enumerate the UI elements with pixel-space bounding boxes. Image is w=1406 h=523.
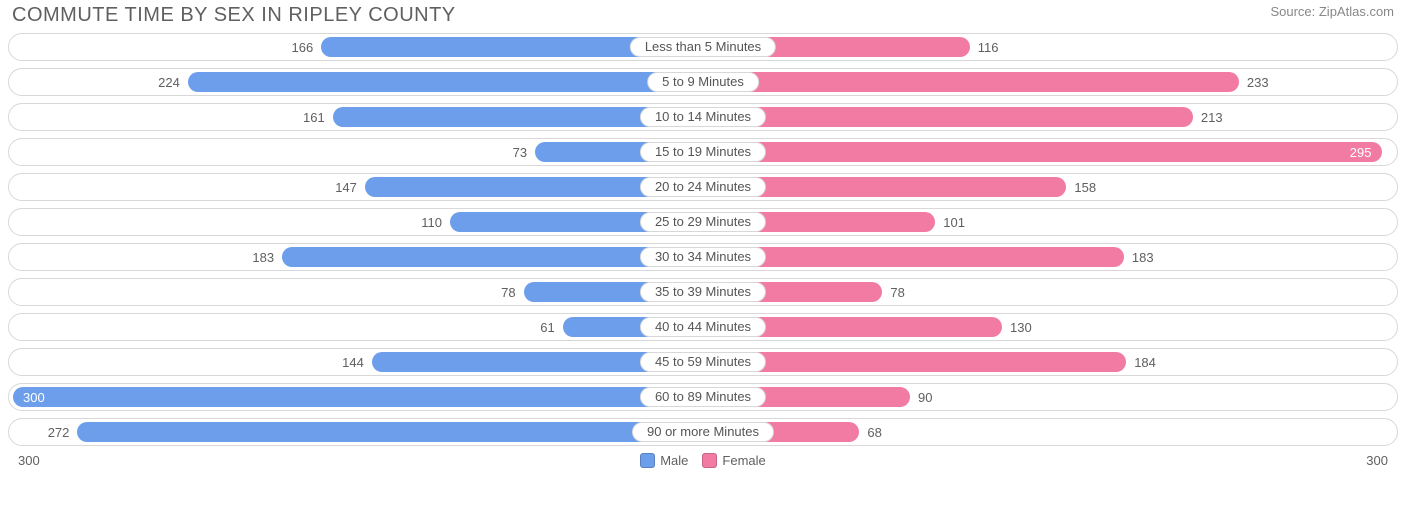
female-value-label: 90 [910, 390, 940, 405]
female-value-label: 116 [970, 40, 1007, 55]
chart-footer: 300 Male Female 300 [8, 453, 1398, 468]
female-bar [703, 247, 1124, 267]
category-label: 40 to 44 Minutes [640, 317, 766, 337]
category-label: 10 to 14 Minutes [640, 107, 766, 127]
chart-row: 272 68 90 or more Minutes [8, 418, 1398, 446]
category-label: 5 to 9 Minutes [647, 72, 759, 92]
chart-row: 224 233 5 to 9 Minutes [8, 68, 1398, 96]
male-value-label: 272 [40, 425, 78, 440]
male-value-label: 110 [413, 215, 450, 230]
female-value-label: 130 [1002, 320, 1040, 335]
axis-max-left: 300 [14, 453, 40, 468]
chart-header: COMMUTE TIME BY SEX IN RIPLEY COUNTY Sou… [8, 4, 1398, 33]
female-value-label: 158 [1066, 180, 1104, 195]
male-value-label: 300 [23, 390, 45, 405]
chart-row: 78 78 35 to 39 Minutes [8, 278, 1398, 306]
category-label: 15 to 19 Minutes [640, 142, 766, 162]
male-value-label: 61 [532, 320, 562, 335]
legend: Male Female [40, 453, 1367, 468]
legend-item-male: Male [640, 453, 688, 468]
male-value-label: 183 [244, 250, 282, 265]
female-bar: 295 [703, 142, 1382, 162]
female-value-label: 295 [1350, 145, 1372, 160]
male-value-label: 166 [284, 40, 322, 55]
female-bar [703, 72, 1239, 92]
male-value-label: 147 [327, 180, 365, 195]
chart-title: COMMUTE TIME BY SEX IN RIPLEY COUNTY [12, 4, 456, 27]
female-bar [703, 352, 1126, 372]
legend-item-female: Female [702, 453, 765, 468]
male-bar: 300 [13, 387, 703, 407]
female-bar [703, 107, 1193, 127]
category-label: 45 to 59 Minutes [640, 352, 766, 372]
chart-row: 183 183 30 to 34 Minutes [8, 243, 1398, 271]
male-value-label: 161 [295, 110, 333, 125]
female-value-label: 78 [882, 285, 912, 300]
male-bar [77, 422, 703, 442]
category-label: Less than 5 Minutes [630, 37, 776, 57]
category-label: 90 or more Minutes [632, 422, 774, 442]
chart-row: 73 295 15 to 19 Minutes [8, 138, 1398, 166]
female-value-label: 183 [1124, 250, 1162, 265]
legend-label-male: Male [660, 453, 688, 468]
legend-swatch-male [640, 453, 655, 468]
female-value-label: 184 [1126, 355, 1164, 370]
category-label: 25 to 29 Minutes [640, 212, 766, 232]
chart-row: 161 213 10 to 14 Minutes [8, 103, 1398, 131]
chart-row: 166 116 Less than 5 Minutes [8, 33, 1398, 61]
male-value-label: 224 [150, 75, 188, 90]
chart-source: Source: ZipAtlas.com [1270, 4, 1394, 19]
female-value-label: 233 [1239, 75, 1277, 90]
chart-row: 147 158 20 to 24 Minutes [8, 173, 1398, 201]
chart-row: 300 90 60 to 89 Minutes [8, 383, 1398, 411]
category-label: 35 to 39 Minutes [640, 282, 766, 302]
male-bar [188, 72, 703, 92]
category-label: 20 to 24 Minutes [640, 177, 766, 197]
female-value-label: 101 [935, 215, 973, 230]
legend-swatch-female [702, 453, 717, 468]
axis-max-right: 300 [1366, 453, 1392, 468]
chart-row: 61 130 40 to 44 Minutes [8, 313, 1398, 341]
category-label: 30 to 34 Minutes [640, 247, 766, 267]
male-value-label: 78 [493, 285, 523, 300]
male-value-label: 144 [334, 355, 372, 370]
chart-row: 144 184 45 to 59 Minutes [8, 348, 1398, 376]
legend-label-female: Female [722, 453, 765, 468]
male-value-label: 73 [505, 145, 535, 160]
female-value-label: 213 [1193, 110, 1231, 125]
chart-row: 110 101 25 to 29 Minutes [8, 208, 1398, 236]
category-label: 60 to 89 Minutes [640, 387, 766, 407]
female-value-label: 68 [859, 425, 889, 440]
chart-body: 166 116 Less than 5 Minutes 224 233 5 to 9 Mi… [8, 33, 1398, 446]
